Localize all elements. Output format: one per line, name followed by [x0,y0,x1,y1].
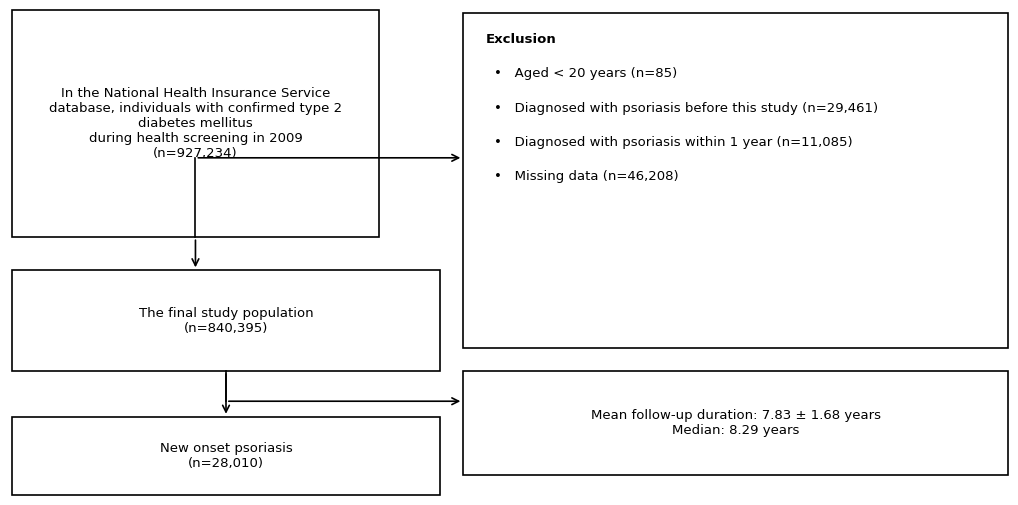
Text: In the National Health Insurance Service
database, individuals with confirmed ty: In the National Health Insurance Service… [49,87,342,160]
FancyBboxPatch shape [12,270,440,371]
Text: •   Aged < 20 years (n=85): • Aged < 20 years (n=85) [494,67,677,80]
Text: Mean follow-up duration: 7.83 ± 1.68 years
Median: 8.29 years: Mean follow-up duration: 7.83 ± 1.68 yea… [590,409,881,437]
FancyBboxPatch shape [463,371,1008,475]
Text: •   Diagnosed with psoriasis within 1 year (n=11,085): • Diagnosed with psoriasis within 1 year… [494,136,852,149]
Text: •   Diagnosed with psoriasis before this study (n=29,461): • Diagnosed with psoriasis before this s… [494,102,878,115]
Text: •   Missing data (n=46,208): • Missing data (n=46,208) [494,170,678,183]
FancyBboxPatch shape [12,10,379,237]
Text: Exclusion: Exclusion [486,33,556,46]
FancyBboxPatch shape [12,417,440,495]
Text: New onset psoriasis
(n=28,010): New onset psoriasis (n=28,010) [160,442,292,470]
Text: The final study population
(n=840,395): The final study population (n=840,395) [138,307,314,335]
FancyBboxPatch shape [463,13,1008,348]
